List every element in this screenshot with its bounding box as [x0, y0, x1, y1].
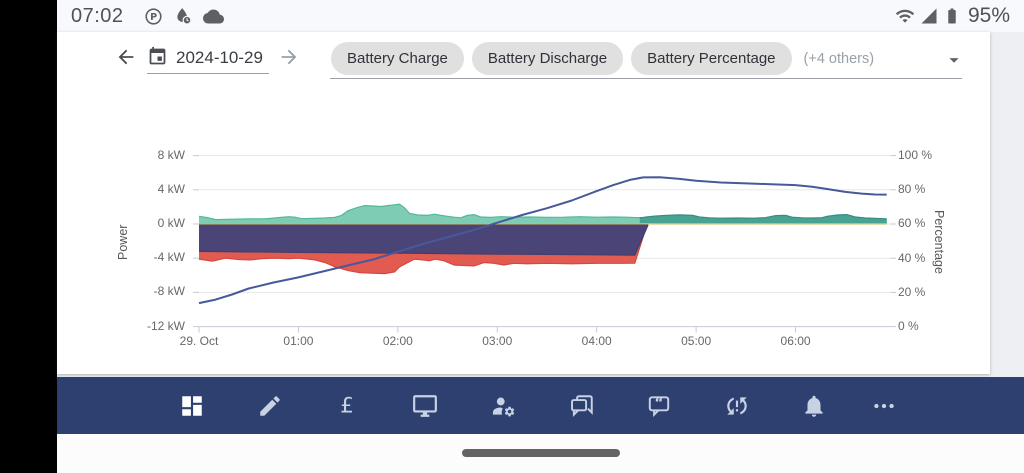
edit-icon	[260, 396, 280, 416]
x-axis-tick-label: 05:00	[681, 334, 712, 348]
previous-day-button[interactable]	[115, 46, 137, 68]
pinterest-icon: P	[144, 7, 162, 25]
y-left-tick-label: 4 kW	[157, 181, 185, 196]
y-right-tick-label: 40 %	[898, 250, 926, 265]
y-left-tick-label: -4 kW	[153, 250, 185, 265]
svg-text:“: “	[654, 396, 663, 412]
chevron-down-icon	[949, 58, 959, 63]
notification-icons: P	[144, 6, 224, 27]
nav-dashboard-button[interactable]	[179, 393, 205, 419]
y-left-tick-label: 8 kW	[157, 147, 185, 162]
y-right-tick-label: 20 %	[898, 284, 926, 299]
chip-battery-charge[interactable]: Battery Charge	[331, 42, 464, 75]
battery-icon	[948, 8, 956, 24]
bottom-nav-bar: £	[57, 377, 1024, 434]
user-settings-icon	[492, 397, 515, 417]
series-dropdown-button[interactable]	[943, 49, 965, 71]
chip-battery-discharge[interactable]: Battery Discharge	[471, 42, 624, 75]
nav-chat-button[interactable]	[569, 393, 595, 419]
monitor-icon	[413, 395, 437, 417]
nav-notifications-button[interactable]	[801, 393, 827, 419]
x-axis-tick-label: 02:00	[382, 334, 413, 348]
nav-tariff-button[interactable]: £	[334, 393, 360, 419]
device-screen: 07:02 P 95%	[57, 0, 1024, 473]
battery-percent-text: 95%	[967, 4, 1010, 27]
sync-problem-icon	[727, 397, 747, 415]
arrow-left-icon	[118, 49, 134, 65]
clock: 07:02	[71, 4, 124, 27]
date-field-underline	[147, 73, 269, 74]
currency-pound-icon: £	[340, 394, 354, 419]
chart-canvas	[193, 155, 896, 333]
y-left-tick-label: -8 kW	[153, 284, 185, 299]
series-battery-percentage-line	[198, 176, 887, 305]
y-right-tick-label: 80 %	[898, 182, 926, 197]
dashboard-icon	[182, 396, 202, 416]
chat-icon	[571, 395, 593, 418]
power-percentage-chart[interactable]: 8 kW 4 kW 0 kW -4 kW -8 kW -12 kW 100 % 80 % 60 …	[57, 32, 990, 374]
cloud-icon	[202, 8, 224, 23]
next-day-button[interactable]	[278, 46, 300, 68]
calendar-button[interactable]	[147, 46, 168, 67]
nav-monitor-button[interactable]	[412, 393, 438, 419]
date-field[interactable]: 2024-10-29	[176, 48, 263, 67]
drop-clock-icon	[176, 8, 191, 25]
bell-icon	[805, 395, 823, 417]
nav-feedback-button[interactable]: “	[646, 393, 672, 419]
page-background: 2024-10-29 Battery Charge Battery Discha…	[57, 32, 1024, 377]
x-axis-tick-label: 01:00	[283, 334, 314, 348]
hidden-series-count: (+4 others)	[803, 50, 875, 67]
more-icon	[874, 403, 894, 409]
right-axis-title: Percentage	[932, 210, 946, 274]
series-chips: Battery Charge Battery Discharge Battery…	[331, 42, 874, 75]
gesture-area	[57, 434, 1024, 473]
y-right-tick-label: 0 %	[898, 319, 919, 333]
content-card: 2024-10-29 Battery Charge Battery Discha…	[57, 32, 990, 374]
svg-text:£: £	[340, 394, 354, 419]
system-status-icons: 95%	[895, 4, 1010, 28]
wifi-icon	[895, 9, 915, 23]
series-power-band-purple	[199, 224, 649, 256]
camera-notch-strip	[0, 0, 57, 473]
nav-sync-button[interactable]	[724, 393, 750, 419]
home-gesture-pill[interactable]	[461, 449, 620, 457]
svg-text:P: P	[150, 11, 157, 22]
status-bar: 07:02 P 95%	[57, 0, 1024, 32]
y-left-tick-label: -12 kW	[146, 318, 185, 333]
x-axis-tick-label: 06:00	[780, 334, 811, 348]
x-axis-tick-label: 04:00	[581, 334, 612, 348]
arrow-right-icon	[281, 49, 297, 65]
nav-edit-button[interactable]	[257, 393, 283, 419]
series-select-underline	[330, 78, 962, 79]
y-right-tick-label: 100 %	[898, 148, 933, 162]
cellular-signal-icon	[921, 8, 937, 24]
nav-user-settings-button[interactable]	[491, 393, 517, 419]
y-left-tick-label: 0 kW	[157, 216, 185, 230]
feedback-icon: “	[648, 396, 670, 418]
left-axis-title: Power	[116, 224, 130, 260]
x-axis-tick-label: 29. Oct	[179, 334, 219, 348]
y-right-tick-label: 60 %	[898, 216, 926, 231]
calendar-icon	[149, 46, 166, 65]
nav-more-button[interactable]	[871, 393, 897, 419]
chip-battery-percentage[interactable]: Battery Percentage	[631, 42, 792, 75]
x-axis-tick-label: 03:00	[482, 334, 513, 348]
